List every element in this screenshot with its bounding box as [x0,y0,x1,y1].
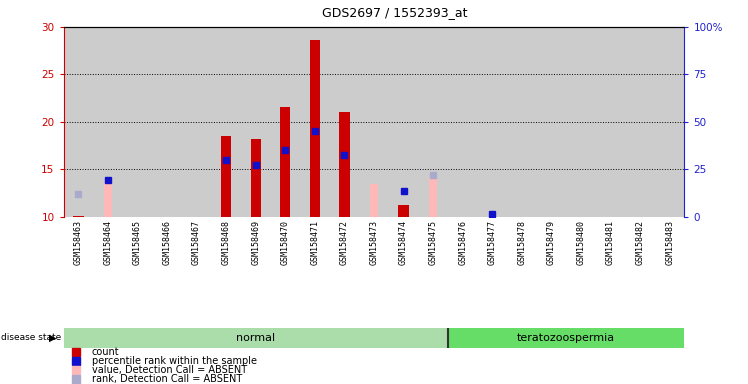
Bar [566,27,595,217]
Text: count: count [91,347,119,357]
Bar [64,27,94,217]
Text: ▶: ▶ [49,333,56,343]
Text: GSM158480: GSM158480 [577,220,586,265]
Bar [399,205,408,217]
Text: GSM158473: GSM158473 [370,220,378,265]
Bar [359,27,389,217]
Text: GSM158478: GSM158478 [518,220,527,265]
Text: GSM158468: GSM158468 [221,220,230,265]
Bar [123,27,153,217]
Bar [389,27,418,217]
Text: GSM158479: GSM158479 [547,220,556,265]
Bar [330,27,359,217]
Bar [448,328,684,348]
Bar [271,27,300,217]
Bar [64,328,448,348]
Bar [507,27,536,217]
Bar [418,27,448,217]
Bar [370,184,378,217]
Bar [280,107,290,217]
Text: GSM158481: GSM158481 [606,220,615,265]
Bar [300,27,330,217]
Bar [241,27,271,217]
Text: GSM158466: GSM158466 [162,220,171,265]
Bar [153,27,182,217]
Bar [595,27,625,217]
Bar [212,27,241,217]
Bar [429,177,438,217]
Bar [104,181,112,217]
Bar [310,40,320,217]
Text: GSM158474: GSM158474 [399,220,408,265]
Text: GDS2697 / 1552393_at: GDS2697 / 1552393_at [322,6,468,19]
Text: disease state: disease state [1,333,61,343]
Text: percentile rank within the sample: percentile rank within the sample [91,356,257,366]
Bar [448,27,477,217]
Text: GSM158463: GSM158463 [74,220,83,265]
Text: GSM158475: GSM158475 [429,220,438,265]
Text: rank, Detection Call = ABSENT: rank, Detection Call = ABSENT [91,374,242,384]
Bar [625,27,654,217]
Text: GSM158471: GSM158471 [310,220,319,265]
Text: GSM158464: GSM158464 [103,220,112,265]
Bar [73,216,84,217]
Bar [94,27,123,217]
Text: GSM158482: GSM158482 [636,220,645,265]
Text: teratozoospermia: teratozoospermia [517,333,615,343]
Bar [182,27,212,217]
Bar [477,27,507,217]
Text: GSM158470: GSM158470 [280,220,289,265]
Bar [340,113,349,217]
Text: GSM158467: GSM158467 [192,220,201,265]
Text: GSM158469: GSM158469 [251,220,260,265]
Text: GSM158483: GSM158483 [665,220,674,265]
Text: GSM158472: GSM158472 [340,220,349,265]
Text: GSM158465: GSM158465 [133,220,142,265]
Bar [221,136,231,217]
Bar [536,27,566,217]
Text: normal: normal [236,333,275,343]
Text: value, Detection Call = ABSENT: value, Detection Call = ABSENT [91,365,247,375]
Bar [654,27,684,217]
Bar [251,139,261,217]
Text: GSM158476: GSM158476 [459,220,468,265]
Text: GSM158477: GSM158477 [488,220,497,265]
